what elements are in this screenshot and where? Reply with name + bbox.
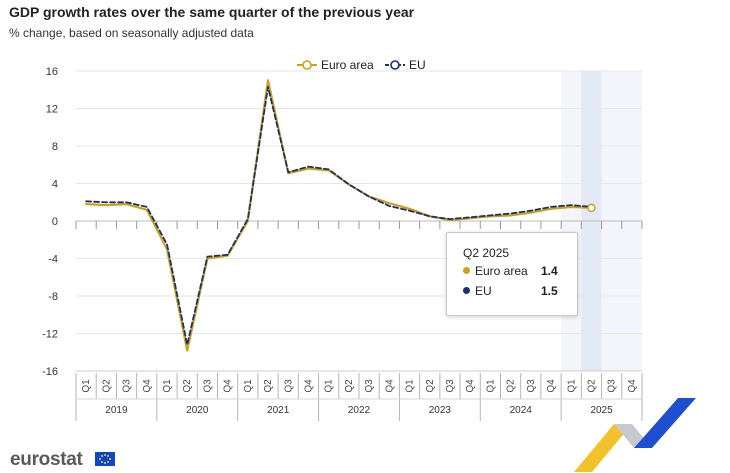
y-tick-label: -16 — [42, 366, 58, 378]
x-tick-label: Q3 — [122, 379, 133, 393]
legend-marker — [390, 60, 400, 70]
series-dot-icon — [463, 287, 470, 294]
legend-label: Euro area — [321, 58, 374, 72]
x-year-label: 2020 — [186, 405, 209, 416]
tooltip-row-value: 1.5 — [541, 284, 558, 298]
y-tick-label: 12 — [46, 104, 58, 116]
x-tick-label: Q2 — [425, 379, 436, 393]
x-tick-label: Q3 — [364, 379, 375, 393]
y-tick-label: 16 — [46, 66, 58, 78]
x-year-label: 2024 — [510, 405, 533, 416]
legend-label: EU — [409, 58, 426, 72]
tooltip-row-label: EU — [475, 284, 492, 298]
y-tick-label: 0 — [52, 216, 58, 228]
data-tooltip: Q2 2025 Euro area 1.4 EU 1.5 — [446, 232, 578, 316]
x-tick-label: Q2 — [101, 379, 112, 393]
x-tick-label: Q4 — [627, 379, 638, 393]
x-year-label: 2025 — [590, 405, 613, 416]
x-tick-label: Q4 — [142, 379, 153, 393]
x-tick-label: Q3 — [283, 379, 294, 393]
x-tick-label: Q2 — [263, 379, 274, 393]
x-tick-label: Q2 — [182, 379, 193, 393]
x-year-label: 2022 — [348, 405, 371, 416]
decorative-chevron-graphic — [574, 398, 696, 472]
x-tick-label: Q1 — [405, 379, 416, 393]
tooltip-header: Q2 2025 — [463, 246, 510, 260]
x-tick-label: Q4 — [303, 379, 314, 393]
x-tick-label: Q4 — [546, 379, 557, 393]
x-tick-label: Q1 — [485, 379, 496, 393]
x-tick-label: Q3 — [607, 379, 618, 393]
eurostat-logo: eurostat — [10, 449, 83, 470]
chart-title: GDP growth rates over the same quarter o… — [9, 4, 415, 20]
x-year-label: 2019 — [105, 405, 128, 416]
data-point-marker — [587, 203, 596, 213]
x-tick-label: Q4 — [223, 379, 234, 393]
x-year-label: 2021 — [267, 405, 290, 416]
y-tick-label: -8 — [48, 291, 58, 303]
y-tick-label: 4 — [52, 179, 58, 191]
tooltip-row-value: 1.4 — [541, 264, 558, 278]
x-tick-label: Q3 — [526, 379, 537, 393]
x-tick-label: Q1 — [324, 379, 335, 393]
y-tick-label: -4 — [48, 254, 58, 266]
x-tick-label: Q3 — [202, 379, 213, 393]
y-tick-label: -12 — [42, 329, 58, 341]
y-tick-label: 8 — [52, 141, 58, 153]
x-tick-label: Q1 — [81, 379, 92, 393]
series-line-eu — [85, 86, 593, 346]
legend-marker — [302, 60, 312, 70]
x-tick-label: Q4 — [465, 379, 476, 393]
x-tick-label: Q4 — [384, 379, 395, 393]
x-tick-label: Q1 — [243, 379, 254, 393]
tooltip-row-eu: EU 1.5 — [463, 284, 573, 298]
x-tick-label: Q2 — [344, 379, 355, 393]
chart-subtitle: % change, based on seasonally adjusted d… — [9, 26, 254, 40]
x-tick-label: Q2 — [506, 379, 517, 393]
x-year-label: 2023 — [429, 405, 452, 416]
series-dot-icon — [463, 267, 470, 274]
x-tick-label: Q3 — [445, 379, 456, 393]
x-tick-label: Q1 — [566, 379, 577, 393]
tooltip-row-label: Euro area — [475, 264, 528, 278]
x-tick-label: Q1 — [162, 379, 173, 393]
tooltip-row-euro-area: Euro area 1.4 — [463, 264, 573, 278]
x-tick-label: Q2 — [586, 379, 597, 393]
eu-flag-icon — [95, 452, 115, 466]
